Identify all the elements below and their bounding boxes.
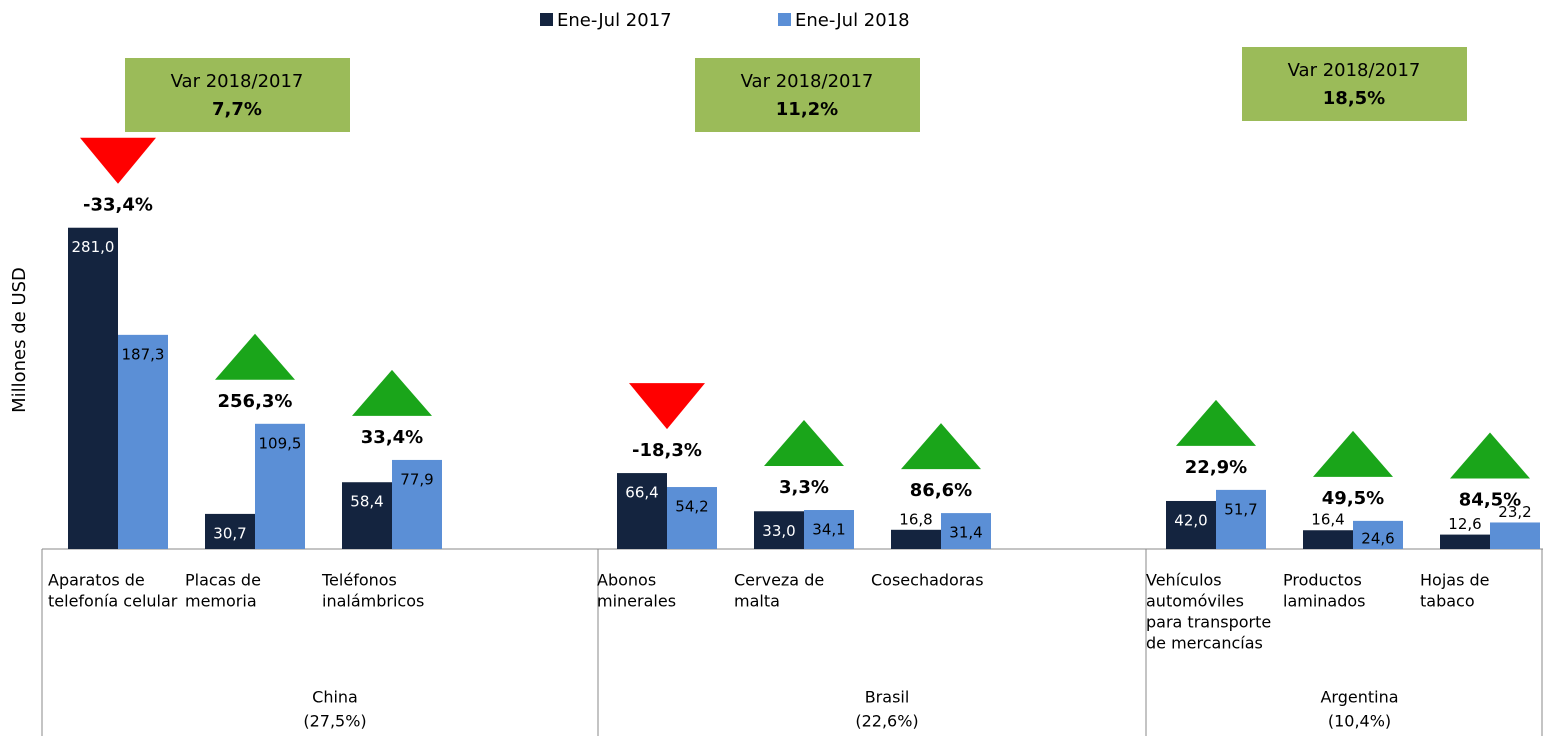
category-label: Teléfonos <box>321 571 397 590</box>
value-label: 42,0 <box>1174 511 1207 529</box>
up-arrow <box>352 369 432 416</box>
variation-box <box>695 58 920 132</box>
value-label: 31,4 <box>949 524 982 542</box>
category-label: Productos <box>1283 571 1362 590</box>
legend-label: Ene-Jul 2017 <box>557 10 672 31</box>
bar <box>255 423 305 549</box>
category-label: Cosechadoras <box>871 571 984 590</box>
bar <box>941 513 991 549</box>
change-label: 256,3% <box>218 391 293 412</box>
value-label: 66,4 <box>625 484 658 502</box>
value-label: 34,1 <box>812 521 845 539</box>
bar <box>1353 520 1403 549</box>
value-label: 281,0 <box>72 238 115 256</box>
bar <box>804 510 854 549</box>
bar <box>205 513 255 549</box>
category-label: Aparatos de <box>48 571 145 590</box>
bar <box>342 482 392 549</box>
up-arrow <box>1313 430 1393 477</box>
category-label: Vehículos <box>1146 571 1222 590</box>
value-label: 187,3 <box>122 345 165 363</box>
variation-title: Var 2018/2017 <box>741 71 874 92</box>
legend-swatch <box>540 13 553 26</box>
up-arrow <box>764 420 844 467</box>
bar <box>617 473 667 549</box>
category-label: Placas de <box>185 571 261 590</box>
category-label: Hojas de <box>1420 571 1490 590</box>
category-label: inalámbricos <box>322 592 424 611</box>
value-label: 77,9 <box>400 470 433 488</box>
category-label: minerales <box>597 592 676 611</box>
variation-value: 11,2% <box>776 99 838 120</box>
change-label: -18,3% <box>632 440 702 461</box>
legend-label: Ene-Jul 2018 <box>795 10 910 31</box>
category-label: de mercancías <box>1146 634 1263 653</box>
category-label: Cerveza de <box>734 571 824 590</box>
value-label: 33,0 <box>762 522 795 540</box>
bar <box>1216 489 1266 549</box>
bar <box>1303 530 1353 549</box>
value-label: 23,2 <box>1498 503 1531 521</box>
y-axis-label: Millones de USD <box>9 267 30 413</box>
variation-title: Var 2018/2017 <box>1288 60 1421 81</box>
group-share: (27,5%) <box>303 712 366 731</box>
category-label: automóviles <box>1146 592 1244 611</box>
category-label: Abonos <box>597 571 656 590</box>
value-label: 16,4 <box>1311 511 1344 529</box>
up-arrow <box>1450 432 1530 479</box>
value-label: 24,6 <box>1361 530 1394 548</box>
group-name: Argentina <box>1320 688 1398 707</box>
down-arrow <box>80 137 156 184</box>
up-arrow <box>901 423 981 470</box>
variation-title: Var 2018/2017 <box>171 71 304 92</box>
legend-swatch <box>778 13 791 26</box>
group-name: China <box>312 688 358 707</box>
variation-box <box>125 58 350 132</box>
bar <box>1166 500 1216 549</box>
category-label: tabaco <box>1420 592 1475 611</box>
category-label: memoria <box>185 592 257 611</box>
value-label: 51,7 <box>1224 500 1257 518</box>
value-label: 54,2 <box>675 498 708 516</box>
value-label: 16,8 <box>899 510 932 528</box>
variation-value: 18,5% <box>1323 88 1385 109</box>
bar <box>118 334 168 549</box>
category-label: laminados <box>1283 592 1366 611</box>
value-label: 30,7 <box>213 524 246 542</box>
variation-value: 7,7% <box>212 99 262 120</box>
group-share: (10,4%) <box>1328 712 1391 731</box>
category-label: malta <box>734 592 780 611</box>
up-arrow <box>215 333 295 380</box>
change-label: 84,5% <box>1459 489 1521 510</box>
bar <box>1440 534 1490 549</box>
change-label: -33,4% <box>83 195 153 216</box>
group-name: Brasil <box>865 688 910 707</box>
variation-box <box>1242 47 1467 121</box>
change-label: 86,6% <box>910 480 972 501</box>
category-label: telefonía celular <box>48 592 178 611</box>
group-share: (22,6%) <box>855 712 918 731</box>
bar <box>68 227 118 549</box>
change-label: 3,3% <box>779 477 829 498</box>
category-label: para transporte <box>1146 613 1271 632</box>
value-label: 109,5 <box>259 434 302 452</box>
change-label: 33,4% <box>361 427 423 448</box>
bar <box>754 511 804 549</box>
bar <box>667 487 717 549</box>
change-label: 22,9% <box>1185 457 1247 478</box>
up-arrow <box>1176 399 1256 446</box>
bar <box>392 459 442 549</box>
down-arrow <box>629 383 705 430</box>
change-label: 49,5% <box>1322 488 1384 509</box>
value-label: 12,6 <box>1448 515 1481 533</box>
value-label: 58,4 <box>350 493 383 511</box>
bar <box>891 529 941 549</box>
bar <box>1490 522 1540 549</box>
